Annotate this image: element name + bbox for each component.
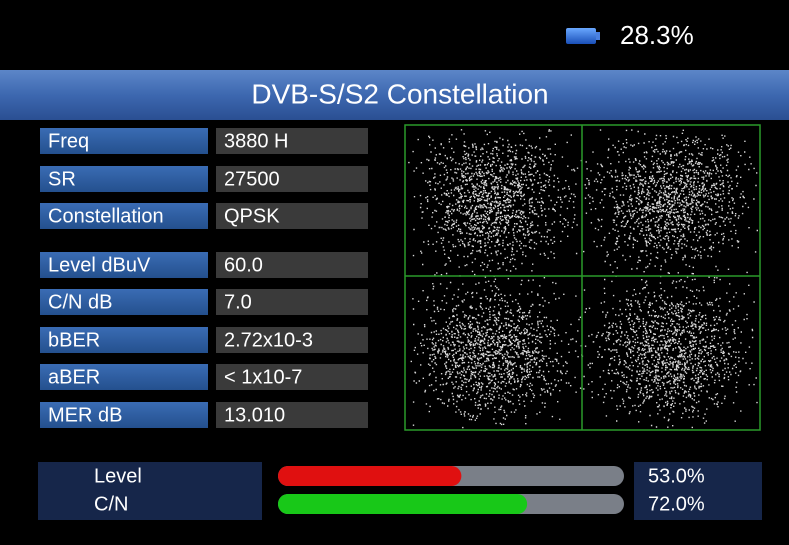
meter-label: Level (94, 465, 142, 487)
field-label-box (40, 203, 208, 229)
title-banner (0, 70, 789, 120)
field-label-box (40, 289, 208, 315)
field-label: Level dBuV (48, 254, 151, 276)
field-label-box (40, 166, 208, 192)
field-value: 2.72x10-3 (224, 329, 313, 351)
battery-level: 28.3% (620, 20, 694, 50)
battery-tip (596, 32, 600, 40)
meter-bar (278, 466, 462, 486)
meter-label: C/N (94, 493, 128, 515)
field-label: aBER (48, 366, 100, 388)
field-value-box (216, 166, 368, 192)
field-value-box (216, 402, 368, 428)
field-value: 3880 H (224, 130, 289, 152)
meter-label-panel (38, 462, 262, 520)
battery-icon (566, 28, 596, 44)
field-label-box (40, 128, 208, 154)
field-value: 13.010 (224, 404, 285, 426)
field-label-box (40, 364, 208, 390)
field-label-box (40, 252, 208, 278)
title: DVB-S/S2 Constellation (251, 78, 548, 109)
field-value-box (216, 252, 368, 278)
meter-value: 53.0% (648, 465, 705, 487)
field-value-box (216, 203, 368, 229)
field-value-box (216, 128, 368, 154)
field-label: C/N dB (48, 291, 112, 313)
field-label: Freq (48, 130, 89, 152)
field-label-box (40, 327, 208, 353)
field-value: QPSK (224, 205, 280, 227)
field-label-box (40, 402, 208, 428)
meter-value: 72.0% (648, 493, 705, 515)
field-label: MER dB (48, 404, 122, 426)
meter-bar (278, 494, 528, 514)
field-label: Constellation (48, 205, 164, 227)
field-value-box (216, 364, 368, 390)
field-value-box (216, 327, 368, 353)
field-label: SR (48, 168, 76, 190)
field-label: bBER (48, 329, 100, 351)
field-value: 7.0 (224, 291, 252, 313)
constellation-points (408, 129, 758, 429)
field-value: 60.0 (224, 254, 263, 276)
field-value: 27500 (224, 168, 280, 190)
field-value: < 1x10-7 (224, 366, 302, 388)
field-value-box (216, 289, 368, 315)
meter-value-panel (634, 462, 762, 520)
